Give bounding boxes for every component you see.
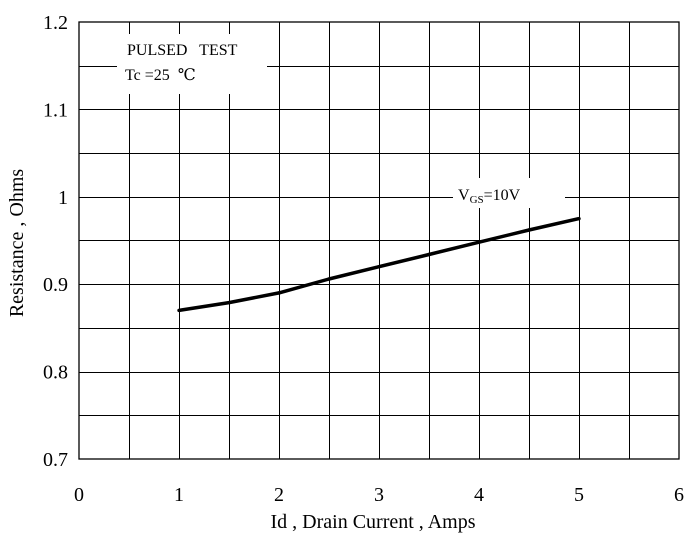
y-tick-label: 0.7 — [43, 449, 68, 471]
x-tick-label: 1 — [174, 484, 184, 506]
grid-layer — [79, 22, 679, 459]
y-tick-label: 1 — [58, 187, 68, 209]
data-point — [427, 252, 431, 257]
series-label-vgs: VGS=10V — [453, 178, 565, 208]
series-layer — [177, 216, 581, 313]
x-tick-label: 3 — [374, 484, 384, 506]
annotation-line-2: Tc =25 ℃ — [125, 67, 196, 84]
series-label-subscript: GS — [470, 194, 484, 206]
data-point — [477, 240, 481, 244]
annotation-line-1: PULSED TEST — [127, 42, 238, 59]
x-tick-label: 0 — [74, 484, 84, 506]
x-tick-labels: 0 1 2 3 4 5 6 — [74, 484, 684, 506]
plot-frame — [78, 21, 680, 460]
x-tick-label: 4 — [474, 484, 484, 506]
x-tick-label: 2 — [274, 484, 284, 506]
x-axis-label: Id , Drain Current , Amps — [271, 511, 476, 533]
y-tick-label: 0.8 — [43, 362, 68, 384]
data-point — [327, 277, 331, 281]
data-point — [577, 216, 581, 221]
x-tick-label: 6 — [674, 484, 684, 506]
test-conditions-annotation: PULSED TEST Tc =25 ℃ — [117, 34, 267, 94]
data-point — [277, 291, 281, 295]
series-label-main: V — [458, 187, 470, 204]
svg-text:VGS=10V: VGS=10V — [458, 187, 521, 206]
y-tick-labels: 0.7 0.8 0.9 1 1.1 1.2 — [43, 12, 68, 471]
series-label-tail: =10V — [484, 187, 521, 204]
y-tick-label: 1.2 — [43, 12, 68, 34]
data-point — [377, 265, 381, 269]
data-point — [177, 308, 181, 313]
y-axis-label: Resistance , Ohms — [6, 169, 28, 318]
y-tick-label: 0.9 — [43, 274, 68, 296]
x-tick-label: 5 — [574, 484, 584, 506]
data-point — [527, 228, 531, 232]
data-point — [227, 300, 231, 305]
y-tick-label: 1.1 — [43, 99, 68, 121]
